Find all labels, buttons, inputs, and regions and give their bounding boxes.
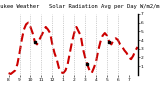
Text: Milwaukee Weather   Solar Radiation Avg per Day W/m2/minute: Milwaukee Weather Solar Radiation Avg pe… (0, 4, 160, 9)
